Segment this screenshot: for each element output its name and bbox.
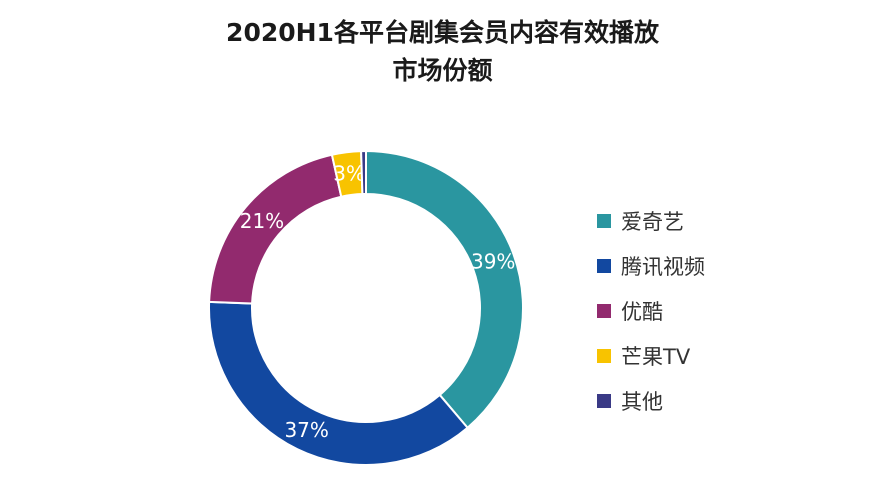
legend-item: 优酷 <box>597 288 705 333</box>
chart-legend: 爱奇艺 腾讯视频 优酷 芒果TV 其他 <box>597 198 705 423</box>
slice-label-0: 39% <box>471 249 515 273</box>
chart-title: 2020H1各平台剧集会员内容有效播放 市场份额 <box>0 14 885 90</box>
legend-swatch <box>597 393 611 408</box>
legend-swatch <box>597 303 611 318</box>
legend-label: 优酷 <box>621 299 663 324</box>
chart-title-line1: 2020H1各平台剧集会员内容有效播放 <box>226 18 659 47</box>
slice-label-2: 21% <box>240 209 284 233</box>
slice-label-3: 3% <box>333 162 365 186</box>
legend-label: 其他 <box>621 389 663 414</box>
legend-item: 爱奇艺 <box>597 198 705 243</box>
legend-item: 其他 <box>597 378 705 423</box>
legend-swatch <box>597 258 611 273</box>
donut-slice-0 <box>365 149 524 430</box>
legend-item: 芒果TV <box>597 333 705 378</box>
chart-subtitle: 市场份额 <box>392 56 493 85</box>
legend-swatch <box>597 213 611 228</box>
donut-slice-1 <box>208 300 469 466</box>
donut-slice-4 <box>360 149 367 196</box>
legend-swatch <box>597 348 611 363</box>
legend-label: 腾讯视频 <box>621 254 705 279</box>
slice-label-1: 37% <box>284 418 328 442</box>
legend-label: 芒果TV <box>621 344 691 369</box>
legend-item: 腾讯视频 <box>597 243 705 288</box>
legend-label: 爱奇艺 <box>621 209 684 234</box>
